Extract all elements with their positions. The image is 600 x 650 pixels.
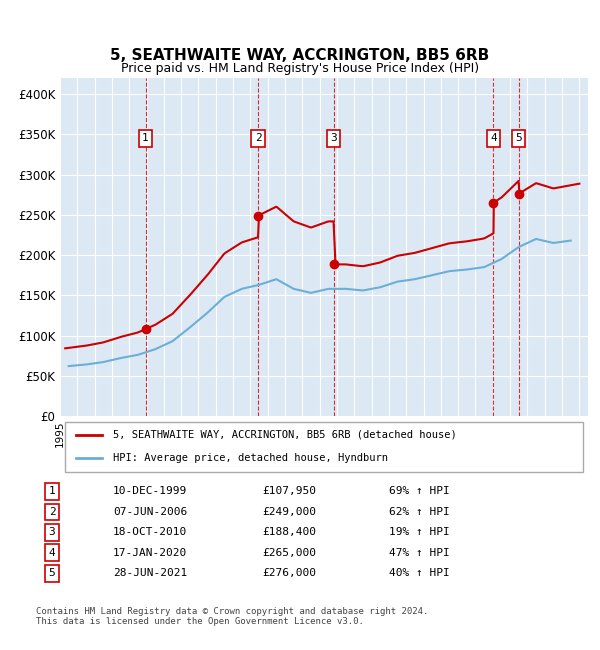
- Text: £188,400: £188,400: [262, 527, 316, 538]
- Text: 1: 1: [142, 133, 149, 144]
- Text: 5, SEATHWAITE WAY, ACCRINGTON, BB5 6RB: 5, SEATHWAITE WAY, ACCRINGTON, BB5 6RB: [110, 47, 490, 63]
- Text: 5: 5: [49, 568, 55, 578]
- Text: 2: 2: [254, 133, 262, 144]
- Text: 40% ↑ HPI: 40% ↑ HPI: [389, 568, 449, 578]
- Text: 69% ↑ HPI: 69% ↑ HPI: [389, 486, 449, 497]
- Text: 5: 5: [515, 133, 522, 144]
- Text: 4: 4: [49, 548, 55, 558]
- Text: 10-DEC-1999: 10-DEC-1999: [113, 486, 187, 497]
- Text: £107,950: £107,950: [262, 486, 316, 497]
- Text: 47% ↑ HPI: 47% ↑ HPI: [389, 548, 449, 558]
- Text: £249,000: £249,000: [262, 507, 316, 517]
- Text: 28-JUN-2021: 28-JUN-2021: [113, 568, 187, 578]
- Text: 3: 3: [49, 527, 55, 538]
- Text: 3: 3: [330, 133, 337, 144]
- Text: 19% ↑ HPI: 19% ↑ HPI: [389, 527, 449, 538]
- Text: 1: 1: [49, 486, 55, 497]
- Text: 5, SEATHWAITE WAY, ACCRINGTON, BB5 6RB (detached house): 5, SEATHWAITE WAY, ACCRINGTON, BB5 6RB (…: [113, 430, 457, 439]
- Text: Contains HM Land Registry data © Crown copyright and database right 2024.
This d: Contains HM Land Registry data © Crown c…: [35, 607, 428, 627]
- Text: HPI: Average price, detached house, Hyndburn: HPI: Average price, detached house, Hynd…: [113, 453, 388, 463]
- Text: 4: 4: [490, 133, 497, 144]
- Text: 18-OCT-2010: 18-OCT-2010: [113, 527, 187, 538]
- Text: 07-JUN-2006: 07-JUN-2006: [113, 507, 187, 517]
- Text: Price paid vs. HM Land Registry's House Price Index (HPI): Price paid vs. HM Land Registry's House …: [121, 62, 479, 75]
- FancyBboxPatch shape: [65, 422, 583, 472]
- Text: 62% ↑ HPI: 62% ↑ HPI: [389, 507, 449, 517]
- Text: 17-JAN-2020: 17-JAN-2020: [113, 548, 187, 558]
- Text: 2: 2: [49, 507, 55, 517]
- Text: £265,000: £265,000: [262, 548, 316, 558]
- Text: £276,000: £276,000: [262, 568, 316, 578]
